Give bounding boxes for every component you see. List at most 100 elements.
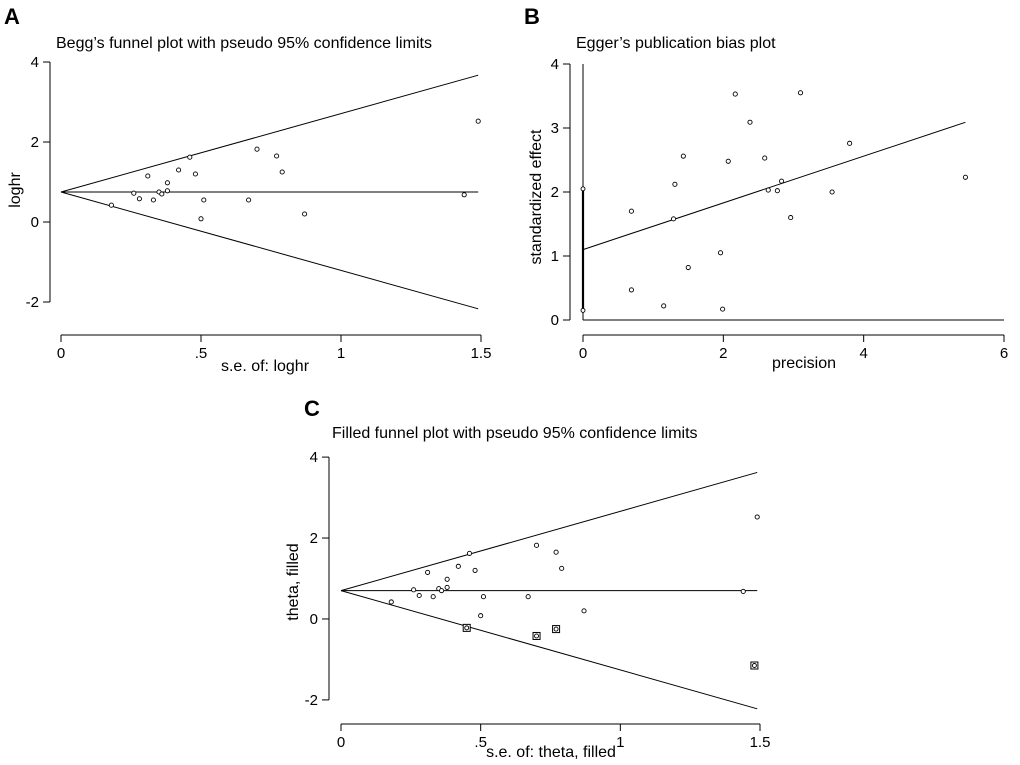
panel-c-y-axis-label: theta, filled xyxy=(285,543,302,620)
panel-b-study-point xyxy=(962,174,968,180)
panel-c-study-point xyxy=(478,613,484,619)
panel-c-study-point xyxy=(430,594,436,600)
panel-c-x-tick-label: 1.5 xyxy=(750,734,771,751)
panel-c-x-tick-label: .5 xyxy=(474,734,487,751)
panel-b-regression-line xyxy=(582,121,966,251)
panel-a-study-point xyxy=(187,154,193,160)
panel-c-study-point xyxy=(444,576,450,582)
panel-b-study-point xyxy=(672,181,678,187)
panel-c-filled-study-point xyxy=(534,633,539,639)
panel-c-study-point xyxy=(455,563,461,569)
panel-c-y-tick-label: 0 xyxy=(310,611,318,628)
panel-a-x-tick-label: 1.5 xyxy=(471,345,492,362)
panel-a-y-tick-label: 4 xyxy=(31,54,39,71)
panel-b-y-tick-label: 0 xyxy=(551,312,559,329)
panel-b-study-point xyxy=(680,153,686,159)
panel-c-y-tick-label: 2 xyxy=(310,530,318,547)
panel-c-y-tick-label: 4 xyxy=(310,449,318,466)
panel-c-filled-funnel-plot: C Filled funnel plot with pseudo 95% con… xyxy=(285,396,770,761)
panel-c-study-point xyxy=(472,567,478,573)
panel-b-intercept-ci-end-point xyxy=(580,307,586,313)
panel-a-upper-confidence-limit xyxy=(60,74,479,193)
panel-a-study-point xyxy=(246,197,252,203)
panel-letter-a: A xyxy=(4,4,20,29)
panel-b-y-tick-label: 1 xyxy=(551,248,559,265)
panel-b-y-axis-label: standardized effect xyxy=(528,129,545,264)
panel-c-study-point xyxy=(439,588,445,594)
panel-c-lower-confidence-limit xyxy=(340,590,758,710)
panel-a-y-tick-label: 2 xyxy=(31,134,39,151)
panel-c-study-point xyxy=(416,592,422,599)
panel-b-study-point xyxy=(628,287,634,293)
panel-c-study-point xyxy=(480,594,487,600)
panel-c-study-point xyxy=(425,569,431,575)
panel-c-filled-study-point xyxy=(751,663,757,668)
panel-c-y-tick-label: -2 xyxy=(305,692,318,709)
panel-b-study-point xyxy=(847,140,853,146)
panel-b-x-tick-label: 2 xyxy=(719,345,727,362)
panel-a-study-point xyxy=(198,216,204,222)
panel-b-study-point xyxy=(797,90,804,96)
panel-a-study-point xyxy=(131,190,137,196)
panel-a-title: Begg’s funnel plot with pseudo 95% confi… xyxy=(56,35,432,52)
panel-c-x-tick-label: 0 xyxy=(337,734,345,751)
panel-b-study-point xyxy=(732,91,738,97)
panel-a-y-tick-label: -2 xyxy=(26,294,39,311)
panel-b-study-point xyxy=(685,264,691,271)
panel-c-study-point xyxy=(466,550,473,556)
panel-b-x-tick-label: 6 xyxy=(1000,345,1008,362)
panel-b-intercept-ci-end-point xyxy=(580,186,586,192)
panel-a-study-point xyxy=(108,202,114,208)
panel-c-study-point xyxy=(525,594,531,600)
panel-c-study-point xyxy=(388,599,394,605)
panel-b-y-tick-label: 4 xyxy=(551,56,559,73)
panel-b-study-point xyxy=(779,178,785,184)
panel-c-study-point xyxy=(740,588,746,595)
panel-c-study-point xyxy=(533,542,540,548)
panel-a-lower-confidence-limit xyxy=(60,191,479,310)
panel-c-study-point xyxy=(581,608,587,614)
panel-c-study-point xyxy=(444,584,450,590)
panel-c-title: Filled funnel plot with pseudo 95% confi… xyxy=(332,425,698,442)
panel-c-x-axis-label: s.e. of: theta, filled xyxy=(486,744,616,761)
panel-b-x-tick-label: 4 xyxy=(859,345,867,362)
panel-a-study-point xyxy=(254,146,260,152)
panel-a-study-point xyxy=(461,192,467,198)
panel-b-study-point xyxy=(661,303,667,309)
panel-b-study-point xyxy=(725,158,731,164)
panel-a-x-tick-label: 1 xyxy=(337,345,345,362)
panel-b-x-axis-label: precision xyxy=(772,355,836,372)
panel-a-study-point xyxy=(136,196,142,202)
panel-b-title: Egger’s publication bias plot xyxy=(576,35,776,52)
panel-c-study-point xyxy=(559,565,565,571)
panel-c-filled-study-point xyxy=(553,626,559,632)
panel-letter-c: C xyxy=(304,396,320,421)
panel-b-study-point xyxy=(829,189,835,195)
panel-b-egger-bias-plot: B Egger’s publication bias plot precisio… xyxy=(524,4,1008,372)
panel-a-study-point xyxy=(192,171,198,177)
panel-b-study-point xyxy=(628,208,634,214)
panel-letter-b: B xyxy=(524,4,540,29)
panel-c-study-point xyxy=(754,514,760,520)
panel-a-study-point xyxy=(164,188,170,194)
panel-c-filled-study-point xyxy=(464,625,470,631)
panel-b-study-point xyxy=(720,306,726,312)
panel-b-study-point xyxy=(774,188,780,194)
panel-b-y-tick-label: 2 xyxy=(551,184,559,201)
panel-b-study-point xyxy=(788,215,794,221)
panel-a-study-point xyxy=(145,173,151,179)
panel-a-begg-funnel-plot: A Begg’s funnel plot with pseudo 95% con… xyxy=(4,4,491,375)
panel-a-study-point xyxy=(176,167,182,173)
panel-a-x-tick-label: .5 xyxy=(195,345,208,362)
panel-a-study-point xyxy=(159,191,165,197)
panel-b-study-point xyxy=(762,155,768,161)
panel-c-x-tick-label: 1 xyxy=(616,734,624,751)
panel-b-study-point xyxy=(765,187,771,193)
panel-b-y-tick-label: 3 xyxy=(551,120,559,137)
panel-b-study-point xyxy=(717,250,724,256)
panel-a-study-point xyxy=(201,197,207,203)
panel-b-study-point xyxy=(670,216,677,222)
panel-c-study-point xyxy=(553,549,559,555)
panel-a-study-point xyxy=(274,153,280,159)
